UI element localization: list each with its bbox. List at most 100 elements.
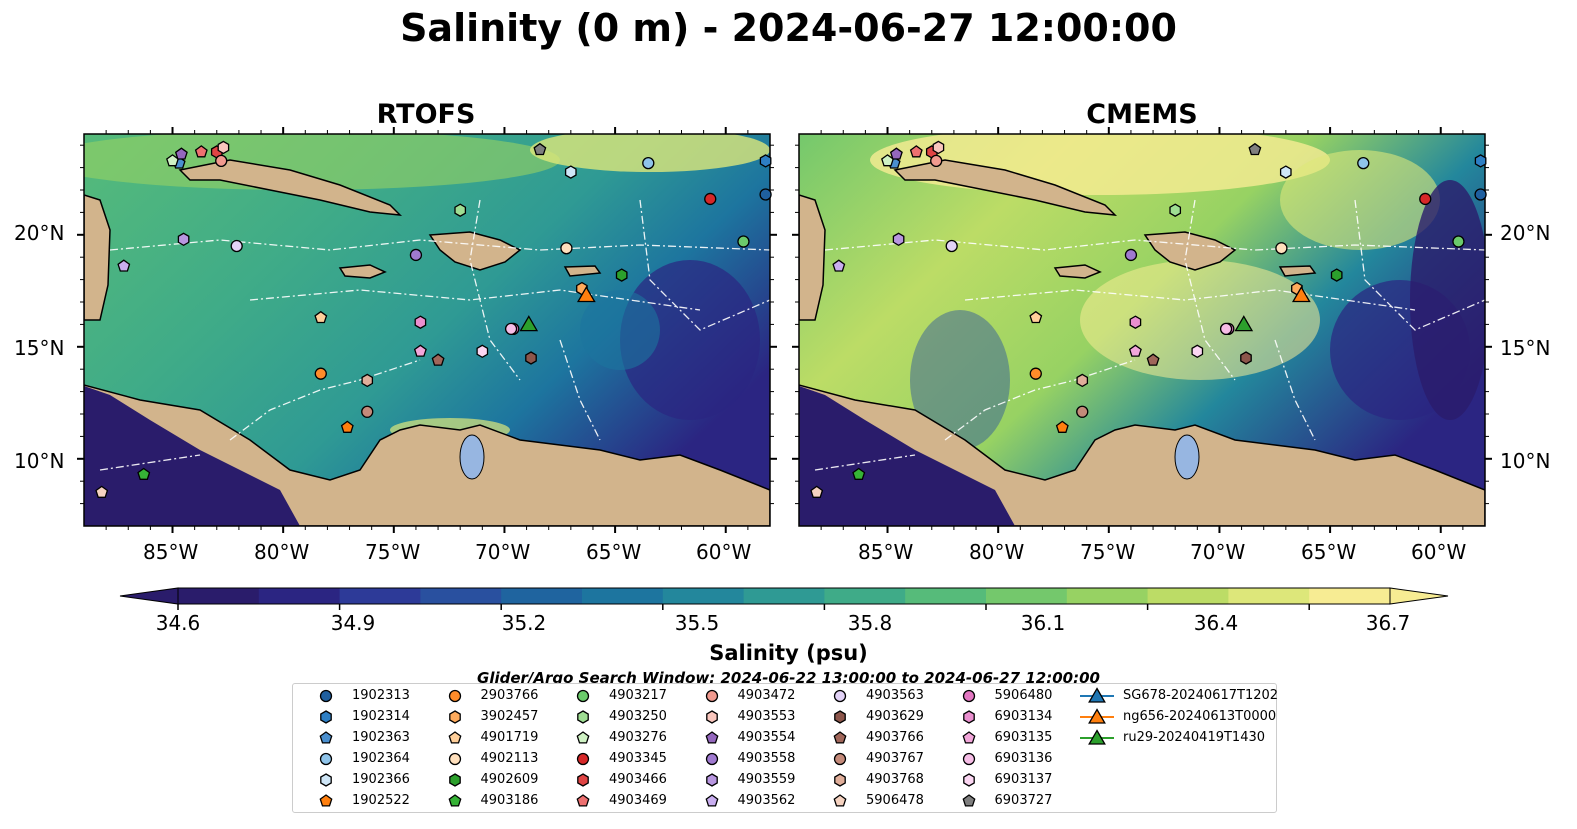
float-marker (215, 154, 228, 168)
legend-marker-icon (448, 773, 461, 787)
float-marker (476, 344, 489, 359)
lon-tick-label-a-70w: 70°W (475, 540, 531, 564)
float-marker (852, 467, 866, 480)
float-marker (1419, 192, 1432, 206)
legend-marker-icon (448, 794, 461, 807)
legend-marker-icon (448, 710, 461, 724)
colorbar-max-extend (1389, 587, 1449, 605)
float-marker (533, 142, 547, 156)
float-marker (564, 165, 577, 179)
glider-marker (1234, 315, 1254, 332)
legend-marker-icon (705, 794, 718, 807)
colorbar-cell (1147, 588, 1229, 604)
float-marker (889, 147, 903, 160)
lon-tick-label-b-75w: 75°W (1080, 540, 1136, 564)
colorbar-cell (178, 588, 260, 604)
cmems-jamaica-land (1053, 264, 1102, 279)
legend-label: 4903767 (866, 751, 924, 766)
float-marker (1146, 353, 1160, 366)
legend-label: 1902364 (352, 751, 410, 766)
lat-tick-label-right-10n: 10°N (1500, 449, 1551, 473)
float-marker (759, 188, 772, 201)
float-marker (217, 140, 230, 155)
legend-label: 6903137 (994, 772, 1053, 787)
legend-marker-icon (319, 794, 333, 807)
colorbar-tick-34-6: 34.6 (155, 611, 201, 635)
legend-label: 4902609 (480, 772, 539, 787)
rtofs-lake-maracaibo (459, 434, 485, 480)
legend-marker-icon (962, 689, 975, 703)
legend-marker-icon (577, 773, 589, 787)
legend-marker-icon (962, 773, 975, 787)
legend-label: 4902113 (480, 751, 539, 766)
legend-marker-icon (577, 710, 589, 724)
float-marker (932, 140, 945, 155)
float-marker (1279, 165, 1292, 179)
float-marker (504, 322, 518, 336)
float-marker (117, 259, 131, 272)
legend-label: 2903766 (480, 688, 539, 703)
float-marker (413, 344, 427, 357)
float-marker (1474, 188, 1487, 201)
colorbar-cell (420, 588, 502, 604)
float-marker (340, 420, 354, 433)
float-marker (431, 353, 445, 366)
rtofs-cuba-land (178, 159, 403, 216)
legend-label: 4903559 (737, 772, 796, 787)
legend-label: 4903345 (609, 751, 667, 766)
float-marker (1128, 344, 1142, 357)
float-marker (361, 405, 374, 418)
legend-label: 6903727 (994, 793, 1053, 808)
panel-title-rtofs: RTOFS (376, 99, 476, 130)
colorbar-label: Salinity (psu) (709, 641, 868, 665)
colorbar-tick-35-5: 35.5 (674, 611, 720, 635)
float-marker (1076, 405, 1089, 418)
lon-tick-label-a-60w: 60°W (696, 540, 752, 564)
colorbar-tick-35-2: 35.2 (501, 611, 547, 635)
legend-marker-icon (448, 731, 461, 744)
lat-tick-label-left-10n: 10°N (14, 449, 65, 473)
legend-label: 4903250 (609, 709, 667, 724)
lon-tick-label-b-85w: 85°W (858, 540, 914, 564)
float-marker (810, 485, 824, 498)
cmems-lake-maracaibo (1174, 434, 1200, 480)
legend-marker-icon (962, 731, 975, 744)
legend-label: 4903558 (737, 751, 796, 766)
lon-tick-label-b-80w: 80°W (969, 540, 1025, 564)
legend-marker-icon (962, 794, 975, 807)
legend-label: 1902363 (352, 730, 410, 745)
float-marker (1191, 344, 1204, 359)
legend-label: 4901719 (480, 730, 539, 745)
colorbar-tick-36-4: 36.4 (1193, 611, 1239, 635)
rtofs-jamaica-land (338, 264, 387, 279)
float-marker (314, 310, 328, 324)
legend-marker-icon (833, 794, 847, 807)
legend-label: 3902457 (480, 709, 539, 724)
lon-tick-label-a-85w: 85°W (143, 540, 199, 564)
colorbar-cell (582, 588, 664, 604)
float-marker (95, 485, 109, 498)
legend-marker-icon (705, 731, 718, 744)
legend: 1902313 1902314 1902363 1902364 1902366 19025… (292, 683, 1278, 813)
legend-marker-icon (576, 731, 590, 744)
cmems-frame (798, 133, 1486, 527)
float-marker (892, 232, 905, 247)
cmems-map (799, 134, 1485, 526)
rtofs-map (84, 134, 770, 526)
lon-tick-label-a-80w: 80°W (254, 540, 310, 564)
legend-marker-icon (576, 689, 590, 703)
legend-label: 4903554 (737, 730, 796, 745)
lat-tick-label-left-15n: 15°N (14, 336, 65, 360)
legend-marker-icon (320, 710, 332, 724)
colorbar-cell (1066, 588, 1149, 604)
rtofs-frame (83, 133, 771, 527)
float-marker (230, 239, 243, 253)
colorbar-cell (1309, 588, 1391, 604)
legend-marker-icon (319, 689, 333, 703)
colorbar-cell (986, 588, 1068, 604)
glider-marker (519, 315, 539, 332)
legend-marker-icon (448, 689, 461, 703)
legend-marker-icon (962, 752, 975, 766)
float-marker (361, 373, 374, 388)
float-marker (1275, 242, 1288, 255)
